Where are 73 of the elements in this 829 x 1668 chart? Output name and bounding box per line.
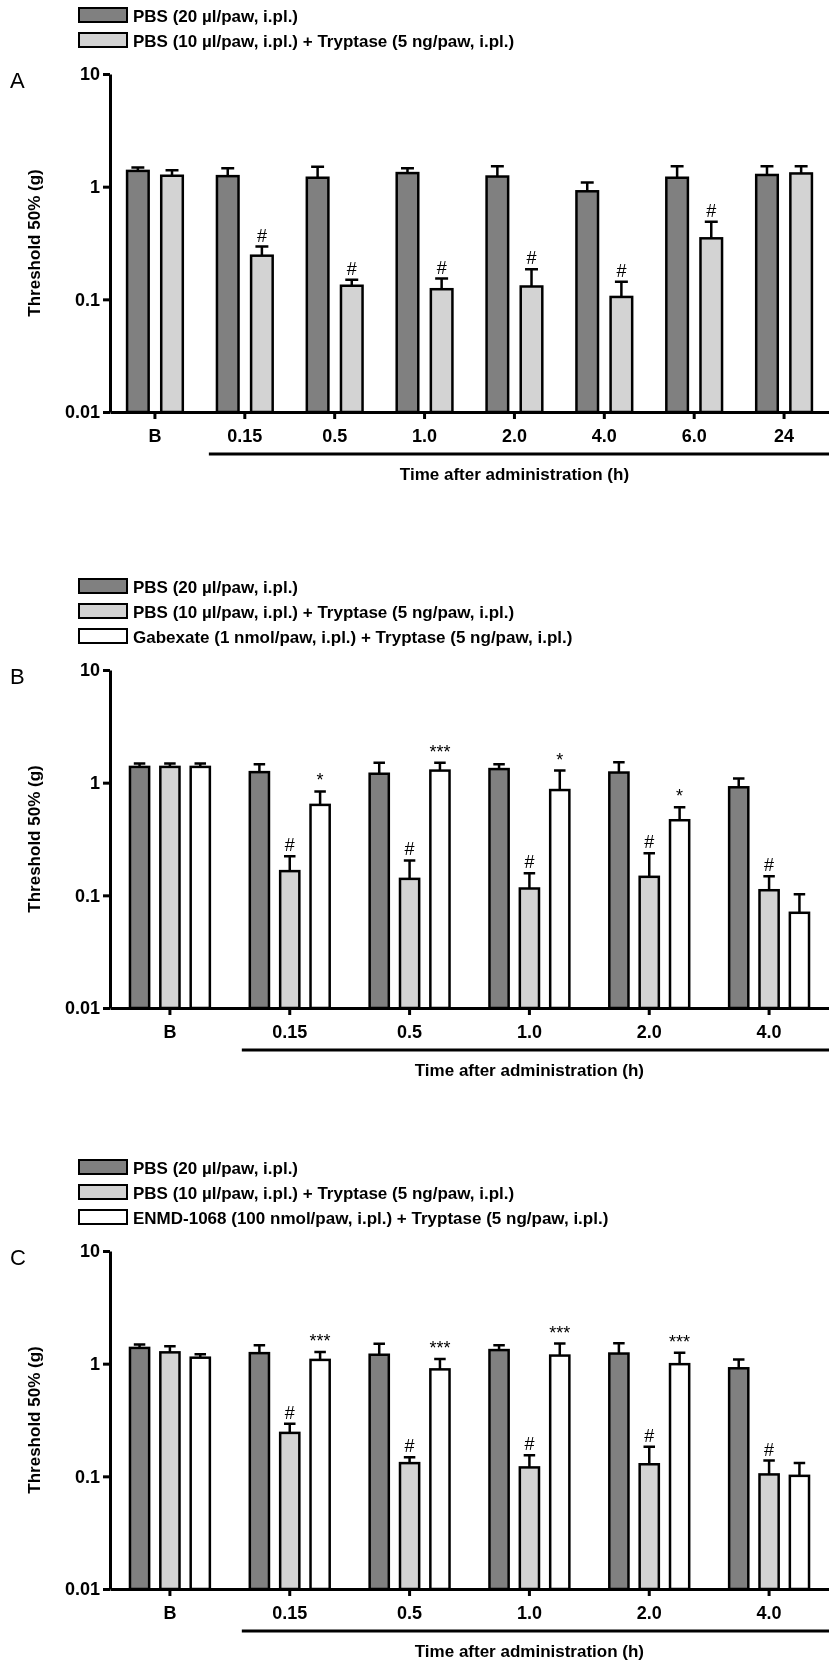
legend-label: PBS (20 µl/paw, i.pl.) bbox=[133, 1159, 299, 1178]
x-tick-label: B bbox=[148, 425, 162, 446]
legend-label: Gabexate (1 nmol/paw, i.pl.) + Tryptase (5 ng/paw, i.pl.) bbox=[133, 628, 573, 647]
data-label: # bbox=[644, 832, 655, 853]
x-tick-label: 4.0 bbox=[756, 1021, 782, 1042]
y-tick-label: 0.1 bbox=[74, 885, 100, 906]
x-tick-label: 0.15 bbox=[227, 425, 263, 446]
legend-label: PBS (10 µl/paw, i.pl.) + Tryptase (5 ng/paw, i.pl.) bbox=[133, 603, 515, 622]
y-tick-label: 1 bbox=[89, 1353, 100, 1374]
data-label: # bbox=[284, 835, 295, 856]
x-tick-label: 2.0 bbox=[636, 1602, 662, 1623]
y-tick-label: 1 bbox=[89, 176, 100, 197]
data-label: # bbox=[404, 839, 415, 860]
x-tick-label: 4.0 bbox=[756, 1602, 782, 1623]
x-tick-label: 1.0 bbox=[412, 425, 438, 446]
y-tick-label: 0.01 bbox=[64, 1579, 100, 1600]
y-tick-label: 0.01 bbox=[64, 402, 100, 423]
data-label: *** bbox=[309, 1330, 331, 1351]
x-tick-label: 4.0 bbox=[591, 425, 617, 446]
data-label: * bbox=[556, 749, 564, 770]
chart-title: A bbox=[10, 68, 25, 93]
y-axis-title: Threshold 50% (g) bbox=[25, 765, 44, 913]
x-tick-label: B bbox=[163, 1021, 177, 1042]
data-label: # bbox=[256, 225, 267, 246]
data-label: *** bbox=[429, 1338, 451, 1358]
data-label: # bbox=[436, 257, 447, 278]
data-label: *** bbox=[669, 1331, 691, 1352]
data-label: # bbox=[526, 248, 537, 269]
y-tick-label: 1 bbox=[89, 772, 100, 793]
y-tick-label: 10 bbox=[79, 64, 100, 85]
x-tick-label: 6.0 bbox=[681, 425, 707, 446]
data-label: *** bbox=[429, 741, 451, 762]
x-axis-title: Time after administration (h) bbox=[399, 465, 630, 484]
data-label: * bbox=[316, 770, 324, 791]
x-tick-label: 0.5 bbox=[397, 1021, 423, 1042]
y-axis-title: Threshold 50% (g) bbox=[25, 169, 44, 317]
data-label: # bbox=[346, 258, 357, 279]
data-label: # bbox=[706, 200, 717, 221]
y-tick-label: 0.1 bbox=[74, 289, 100, 310]
x-tick-label: 1.0 bbox=[516, 1602, 542, 1623]
x-tick-label: 2.0 bbox=[636, 1021, 662, 1042]
x-axis-title: Time after administration (h) bbox=[414, 1642, 645, 1661]
y-tick-label: 0.1 bbox=[74, 1466, 100, 1487]
data-label: # bbox=[616, 260, 627, 281]
x-tick-label: 2.0 bbox=[501, 425, 527, 446]
x-tick-label: B bbox=[163, 1602, 177, 1623]
legend-label: PBS (10 µl/paw, i.pl.) + Tryptase (5 ng/paw, i.pl.) bbox=[133, 1184, 515, 1203]
data-label: # bbox=[524, 852, 535, 873]
chart-title: B bbox=[10, 664, 25, 689]
legend-label: PBS (20 µl/paw, i.pl.) bbox=[133, 7, 299, 26]
data-label: # bbox=[284, 1402, 295, 1423]
x-tick-label: 1.0 bbox=[516, 1021, 542, 1042]
data-label: *** bbox=[549, 1322, 571, 1343]
data-label: * bbox=[676, 786, 684, 807]
data-label: # bbox=[764, 1439, 775, 1460]
y-tick-label: 10 bbox=[79, 660, 100, 681]
legend-label: PBS (10 µl/paw, i.pl.) + Tryptase (5 ng/paw, i.pl.) bbox=[133, 32, 515, 51]
chart-title: C bbox=[10, 1245, 26, 1270]
x-tick-label: 0.5 bbox=[322, 425, 348, 446]
legend-label: ENMD-1068 (100 nmol/paw, i.pl.) + Tryptase (5 ng/paw, i.pl.) bbox=[133, 1209, 609, 1228]
data-label: # bbox=[524, 1434, 535, 1455]
x-tick-label: 0.15 bbox=[272, 1021, 308, 1042]
y-axis-title: Threshold 50% (g) bbox=[25, 1346, 44, 1494]
y-tick-label: 0.01 bbox=[64, 998, 100, 1019]
x-axis-title: Time after administration (h) bbox=[414, 1061, 645, 1080]
data-label: # bbox=[404, 1436, 415, 1457]
data-label: # bbox=[764, 855, 775, 876]
legend-label: PBS (20 µl/paw, i.pl.) bbox=[133, 578, 299, 597]
x-tick-label: 0.5 bbox=[397, 1602, 423, 1623]
y-tick-label: 10 bbox=[79, 1241, 100, 1262]
x-tick-label: 24 bbox=[774, 425, 795, 446]
data-label: # bbox=[644, 1425, 655, 1446]
x-tick-label: 0.15 bbox=[272, 1602, 308, 1623]
